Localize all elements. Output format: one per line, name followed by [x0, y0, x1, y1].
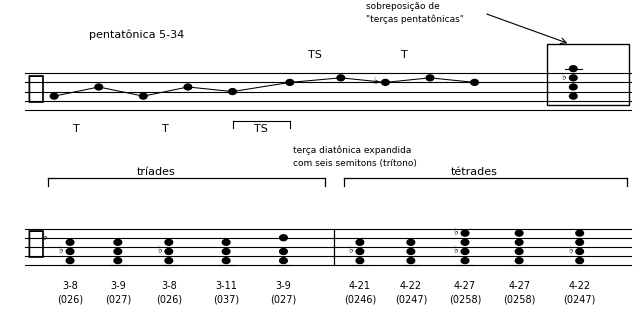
Ellipse shape — [515, 239, 523, 245]
Ellipse shape — [140, 93, 147, 99]
Text: 3-8: 3-8 — [62, 282, 78, 291]
Ellipse shape — [461, 239, 469, 245]
Text: pentatônica 5-34: pentatônica 5-34 — [89, 29, 185, 40]
Text: T: T — [401, 50, 408, 60]
Text: ♭: ♭ — [348, 245, 353, 255]
Text: tétrades: tétrades — [451, 167, 498, 177]
Ellipse shape — [222, 258, 230, 264]
Ellipse shape — [576, 258, 583, 264]
Text: 4-22: 4-22 — [400, 282, 422, 291]
Ellipse shape — [114, 239, 122, 245]
Ellipse shape — [407, 249, 415, 254]
Text: T: T — [162, 125, 169, 134]
Text: 𝄞: 𝄞 — [27, 229, 45, 258]
Text: (0258): (0258) — [449, 295, 481, 304]
Ellipse shape — [576, 230, 583, 236]
Text: 4-27: 4-27 — [508, 282, 530, 291]
Ellipse shape — [382, 79, 389, 85]
Ellipse shape — [165, 258, 173, 264]
Text: 3-9: 3-9 — [276, 282, 291, 291]
Ellipse shape — [407, 258, 415, 264]
Text: sobreposição de
"terças pentatônicas": sobreposição de "terças pentatônicas" — [366, 2, 464, 24]
Ellipse shape — [461, 258, 469, 264]
Text: (0247): (0247) — [564, 295, 596, 304]
Ellipse shape — [280, 258, 287, 264]
Ellipse shape — [222, 239, 230, 245]
Ellipse shape — [569, 75, 577, 81]
Ellipse shape — [426, 75, 434, 81]
Text: ♭: ♭ — [453, 227, 458, 237]
Text: 4-22: 4-22 — [569, 282, 590, 291]
Text: 4-21: 4-21 — [349, 282, 371, 291]
Text: (027): (027) — [104, 295, 131, 304]
Text: (026): (026) — [57, 295, 83, 304]
Ellipse shape — [286, 79, 294, 85]
Text: terça diatônica expandida
com seis semitons (trítono): terça diatônica expandida com seis semit… — [293, 146, 417, 167]
Ellipse shape — [461, 249, 469, 254]
Ellipse shape — [66, 258, 74, 264]
Text: ♭: ♭ — [58, 245, 63, 255]
Text: 3-9: 3-9 — [110, 282, 125, 291]
Ellipse shape — [229, 89, 236, 95]
Text: ♭: ♭ — [453, 245, 458, 255]
Ellipse shape — [356, 258, 364, 264]
Text: ♭: ♭ — [157, 245, 162, 255]
Text: (027): (027) — [270, 295, 297, 304]
Text: (0258): (0258) — [503, 295, 535, 304]
Ellipse shape — [569, 66, 577, 72]
Text: (026): (026) — [155, 295, 182, 304]
Ellipse shape — [222, 249, 230, 254]
Text: ♭: ♭ — [373, 76, 378, 86]
Text: ♭: ♭ — [42, 232, 47, 241]
Text: T: T — [73, 125, 80, 134]
Text: (037): (037) — [213, 295, 240, 304]
Ellipse shape — [165, 249, 173, 254]
Text: TS: TS — [308, 50, 322, 60]
Ellipse shape — [66, 249, 74, 254]
Ellipse shape — [461, 230, 469, 236]
Ellipse shape — [569, 84, 577, 90]
Text: 3-11: 3-11 — [215, 282, 237, 291]
Ellipse shape — [407, 239, 415, 245]
Ellipse shape — [576, 249, 583, 254]
Ellipse shape — [569, 93, 577, 99]
Ellipse shape — [184, 84, 192, 90]
Text: 𝄞: 𝄞 — [27, 74, 45, 103]
Ellipse shape — [280, 249, 287, 254]
Text: 4-27: 4-27 — [454, 282, 476, 291]
Ellipse shape — [356, 249, 364, 254]
Ellipse shape — [165, 239, 173, 245]
Ellipse shape — [515, 249, 523, 254]
Ellipse shape — [114, 249, 122, 254]
Ellipse shape — [66, 239, 74, 245]
Text: ♭: ♭ — [561, 72, 566, 81]
Text: ♭: ♭ — [568, 245, 573, 255]
Ellipse shape — [95, 84, 103, 90]
Ellipse shape — [515, 230, 523, 236]
Ellipse shape — [515, 258, 523, 264]
Ellipse shape — [471, 79, 478, 85]
Ellipse shape — [50, 93, 58, 99]
Ellipse shape — [356, 239, 364, 245]
Text: 3-8: 3-8 — [161, 282, 176, 291]
Ellipse shape — [114, 258, 122, 264]
Text: (0247): (0247) — [395, 295, 427, 304]
Ellipse shape — [337, 75, 345, 81]
Text: TS: TS — [254, 125, 268, 134]
Text: tríades: tríades — [137, 167, 175, 177]
Ellipse shape — [280, 235, 287, 241]
Text: (0246): (0246) — [344, 295, 376, 304]
Bar — [547, 44, 629, 105]
Ellipse shape — [576, 239, 583, 245]
